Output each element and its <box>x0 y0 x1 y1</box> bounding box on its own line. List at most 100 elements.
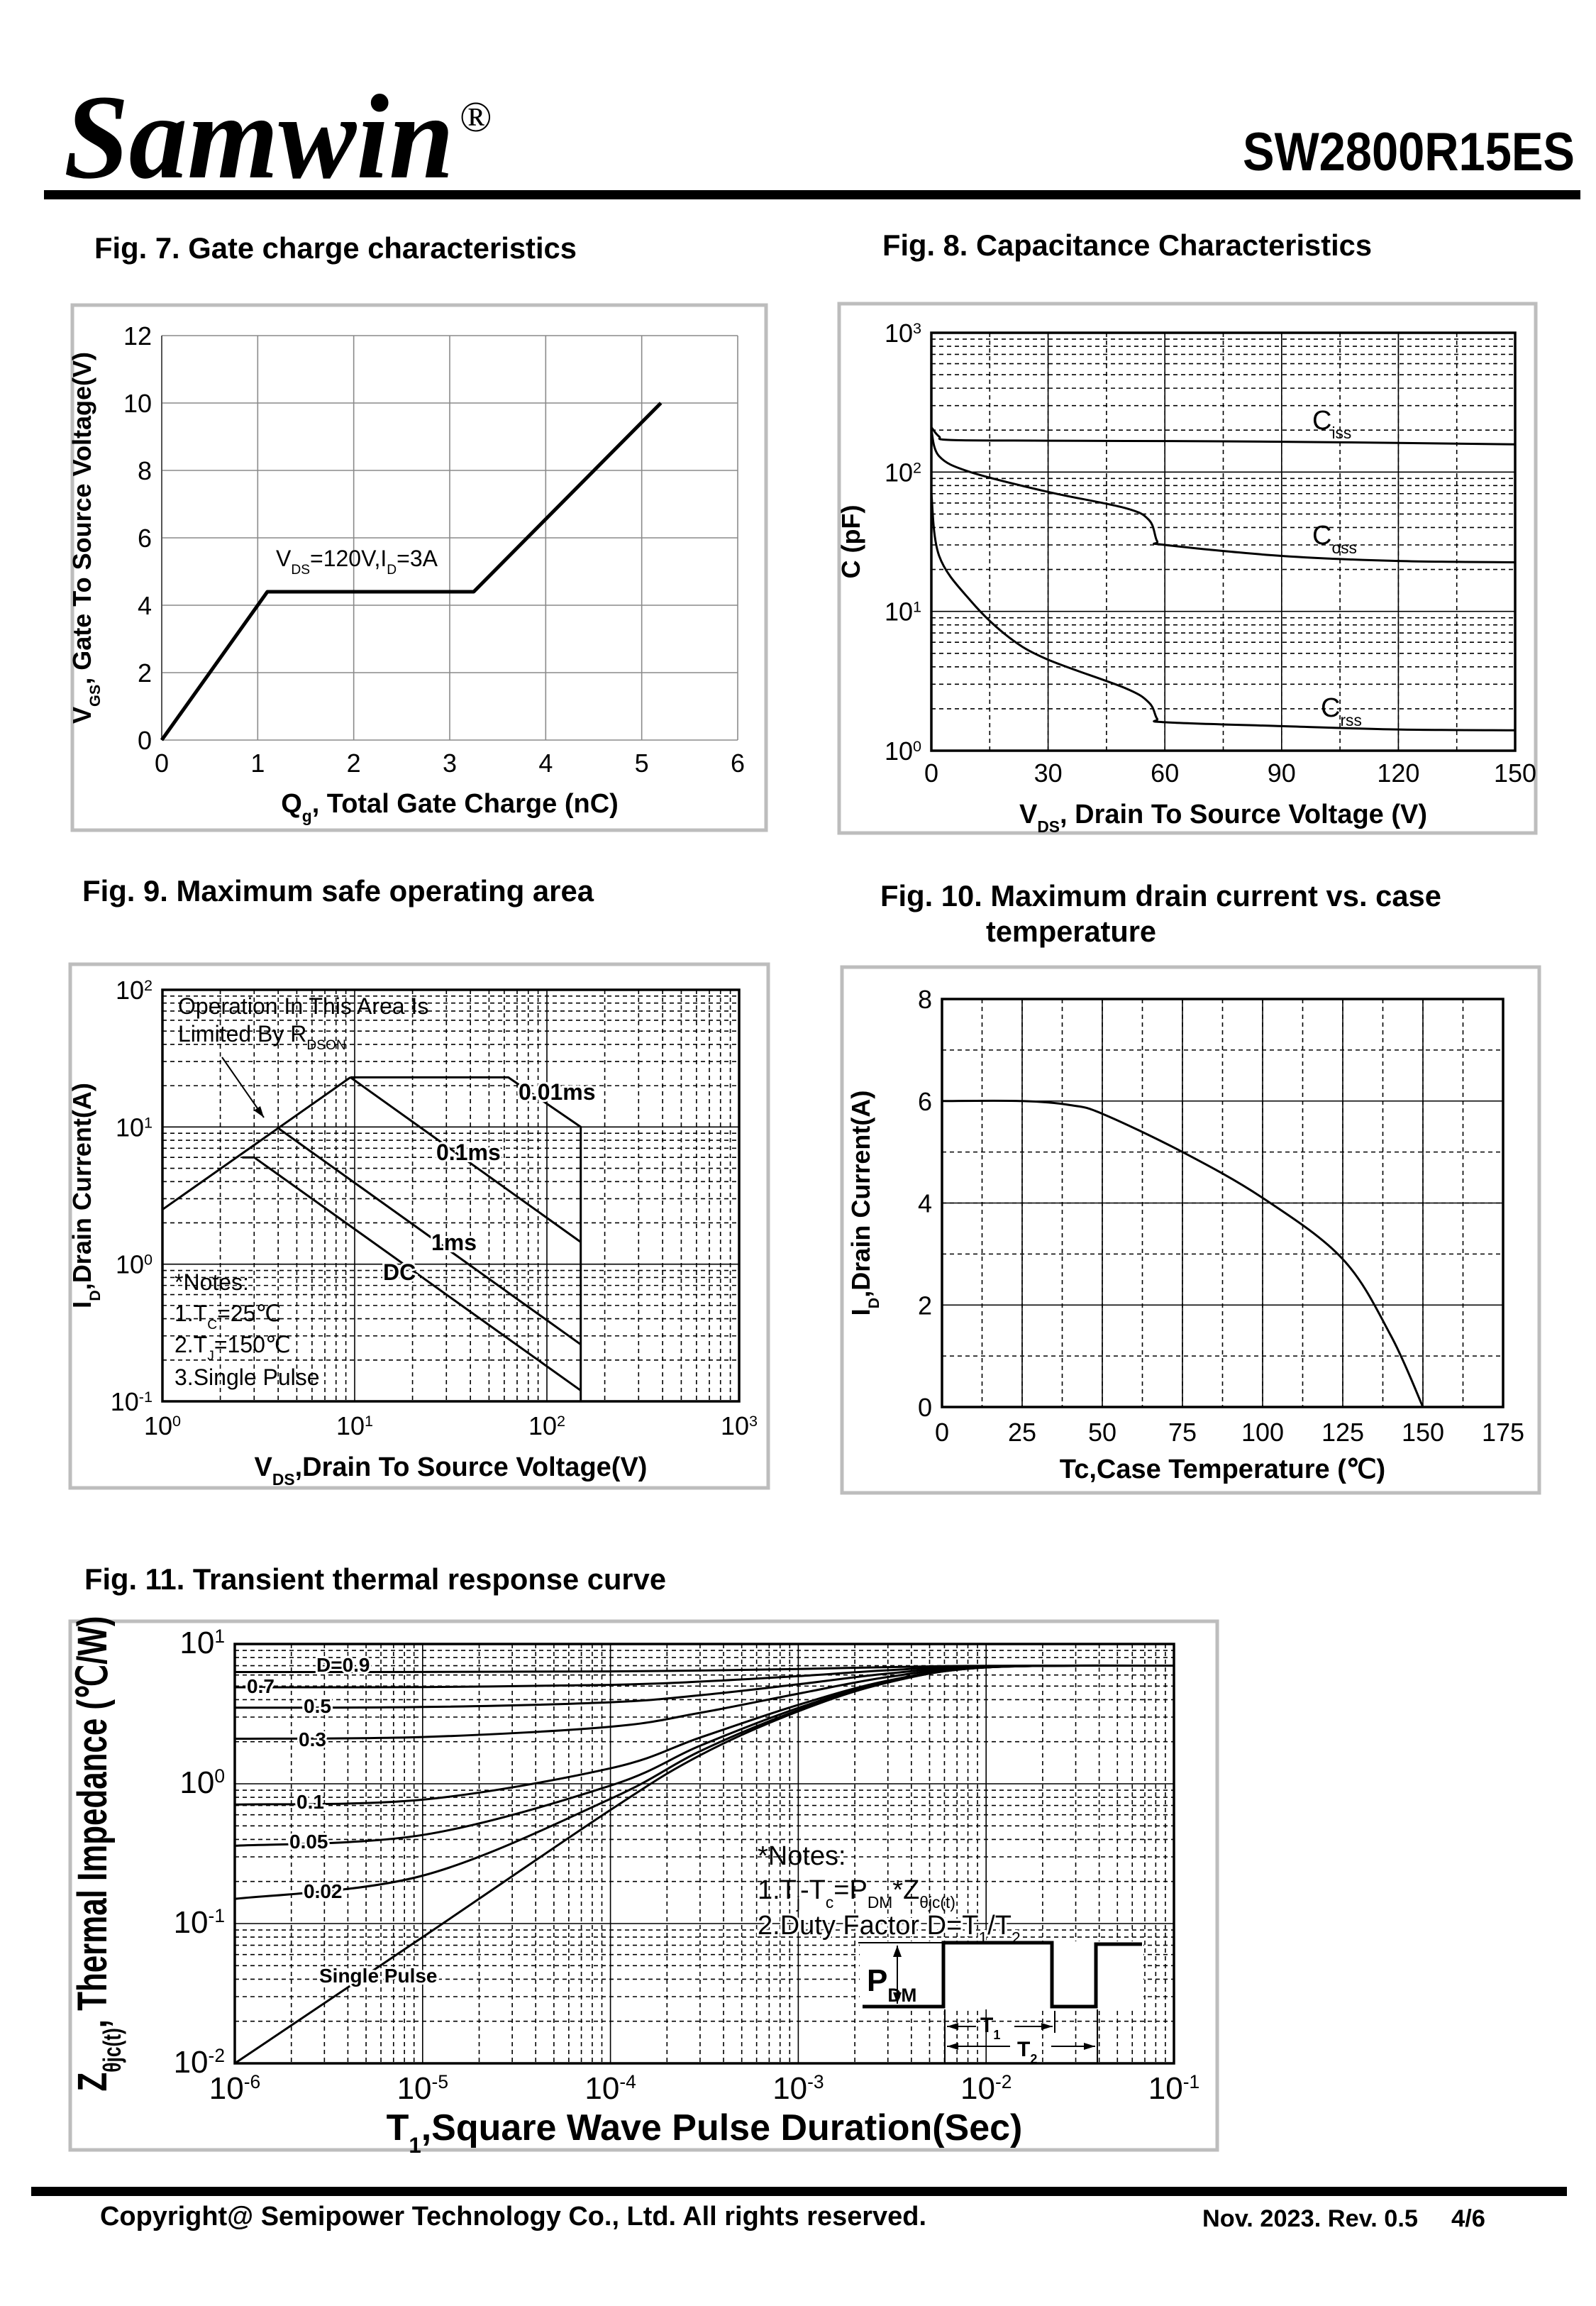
label-d0.9: D=0.9 <box>316 1654 370 1676</box>
series-line-0.02 <box>234 1664 1175 1900</box>
pulse-waveform-diagram <box>858 1941 1143 2063</box>
x-tick-label: 0 <box>924 758 938 788</box>
y-tick-label: 103 <box>885 319 921 348</box>
y-tick-label: 4 <box>138 591 152 620</box>
x-tick-label: 30 <box>1034 758 1063 788</box>
plot-frame <box>930 331 1517 752</box>
fig10-title-line1: Fig. 10. Maximum drain current vs. case <box>880 879 1441 912</box>
x-tick-label: 10-2 <box>960 2071 1012 2106</box>
y-tick-label: 10 <box>123 389 152 418</box>
x-axis-label: VDS,Drain To Source Voltage(V) <box>255 1452 648 1489</box>
x-tick-label: 60 <box>1151 758 1179 788</box>
x-tick-label: 10-6 <box>209 2071 260 2106</box>
fig8-title: Fig. 8. Capacitance Characteristics <box>882 228 1372 262</box>
y-tick-label: 0 <box>138 726 152 755</box>
x-axis-label: T1,Square Wave Pulse Duration(Sec) <box>387 2107 1023 2158</box>
x-tick-label: 25 <box>1008 1418 1036 1447</box>
y-tick-label: 10-1 <box>174 1905 225 1940</box>
fig9-note1: 1.TC=25℃ <box>174 1301 281 1333</box>
label-d0.3: 0.3 <box>299 1728 326 1750</box>
fig9-note2: 2.TJ=150℃ <box>174 1332 291 1364</box>
t1-label: T1 <box>980 2014 1000 2042</box>
label-single-pulse: Single Pulse <box>319 1965 438 1987</box>
rdson-note-line1: Operation In This Area Is <box>178 993 428 1019</box>
label-dc: DC <box>383 1259 416 1285</box>
plot-frame <box>161 988 741 1403</box>
y-tick-label: 102 <box>885 458 921 487</box>
label-0.1ms: 0.1ms <box>436 1140 501 1165</box>
brand-logo: Samwin <box>64 70 454 204</box>
y-tick-label: 100 <box>116 1250 153 1279</box>
fig11-note1: 1.Tj-Tc=PDM*Zθjc(t) <box>758 1875 955 1911</box>
fig10-title-line2: temperature <box>986 915 1156 948</box>
grid <box>161 335 738 741</box>
y-tick-label: 10-1 <box>111 1387 153 1416</box>
fig11-chart: 10-6 10-5 10-4 10-3 10-2 10-1 10-2 10-1 100 101 T1… <box>70 1616 1199 2158</box>
x-tick-label: 150 <box>1494 758 1536 788</box>
fig11-note2: 2.Duty Factor D=T1/T2 <box>758 1911 1021 1947</box>
t2-label: T2 <box>1017 2038 1037 2066</box>
fig7-condition-label: VDS=120V,ID=3A <box>276 546 438 578</box>
x-tick-label: 100 <box>1241 1418 1284 1447</box>
fig11-title: Fig. 11. Transient thermal response curv… <box>84 1562 666 1596</box>
y-tick-label: 100 <box>179 1765 225 1800</box>
series-line-0.01ms <box>350 1076 582 1401</box>
series-line-main <box>160 402 663 741</box>
fig10-frame <box>840 965 1541 1495</box>
fig9-note3: 3.Single Pulse <box>174 1364 320 1390</box>
x-tick-label: 10-4 <box>584 2071 636 2106</box>
y-tick-label: 0 <box>918 1393 932 1422</box>
y-tick-label: 10-2 <box>174 2045 225 2080</box>
x-tick-label: 120 <box>1377 758 1419 788</box>
pdm-label: PDM <box>867 1963 916 2006</box>
y-tick-label: 8 <box>918 985 932 1014</box>
series-line-0.7 <box>234 1665 1175 1689</box>
x-tick-label: 1 <box>250 749 265 778</box>
series-line-DC <box>242 1156 582 1391</box>
x-axis-label: VDS, Drain To Source Voltage (V) <box>1019 800 1427 836</box>
series-line-RDSON-limit <box>162 1076 351 1210</box>
x-tick-label: 150 <box>1402 1418 1444 1447</box>
revision: Nov. 2023. Rev. 0.5 <box>1202 2205 1418 2232</box>
rdson-note-line2: Limited By RDSON <box>178 1021 346 1053</box>
label-1ms: 1ms <box>431 1230 477 1255</box>
plot-frame <box>233 1643 1175 2065</box>
series-line-Ciss <box>930 426 1516 446</box>
y-tick-label: 101 <box>885 597 921 627</box>
footer-rule <box>31 2187 1567 2196</box>
series-line-0.1ms <box>350 1076 582 1243</box>
series-line-Single-Pulse <box>234 1664 1175 2065</box>
series-line-main <box>941 1099 1424 1408</box>
fig7-title: Fig. 7. Gate charge characteristics <box>94 231 577 265</box>
x-tick-label: 5 <box>635 749 649 778</box>
label-d0.05: 0.05 <box>289 1831 328 1853</box>
y-tick-label: 100 <box>885 737 921 766</box>
x-tick-label: 2 <box>347 749 361 778</box>
x-tick-label: 103 <box>721 1411 758 1440</box>
y-axis-label: VGS, Gate To Source Voltage(V) <box>67 352 104 724</box>
x-tick-label: 4 <box>538 749 553 778</box>
series-line-0.05 <box>234 1664 1175 1847</box>
grid <box>941 998 1504 1408</box>
y-tick-label: 2 <box>918 1291 932 1320</box>
part-number: SW2800R15ES <box>1243 122 1575 182</box>
fig10-chart: 0 25 50 75 100 125 150 175 0 2 4 6 8 Tc,Case Temperat… <box>846 985 1524 1484</box>
plot-frame <box>941 998 1504 1408</box>
series-line-1ms <box>277 1127 582 1346</box>
crss-label: Crss <box>1321 693 1362 729</box>
x-tick-label: 10-5 <box>397 2071 448 2106</box>
y-tick-label: 101 <box>116 1113 153 1142</box>
y-tick-label: 102 <box>116 976 153 1005</box>
label-0.01ms: 0.01ms <box>519 1079 596 1105</box>
duty-labels: D=0.9 0.7 0.5 0.3 0.1 0.05 0.02 Single P… <box>245 1652 440 1989</box>
rdson-arrowhead-icon <box>254 1106 264 1118</box>
label-d0.02: 0.02 <box>304 1880 343 1902</box>
x-tick-label: 10-1 <box>1148 2071 1199 2106</box>
x-tick-label: 75 <box>1168 1418 1197 1447</box>
label-d0.7: 0.7 <box>247 1675 275 1697</box>
x-tick-label: 125 <box>1321 1418 1364 1447</box>
x-tick-label: 3 <box>443 749 457 778</box>
